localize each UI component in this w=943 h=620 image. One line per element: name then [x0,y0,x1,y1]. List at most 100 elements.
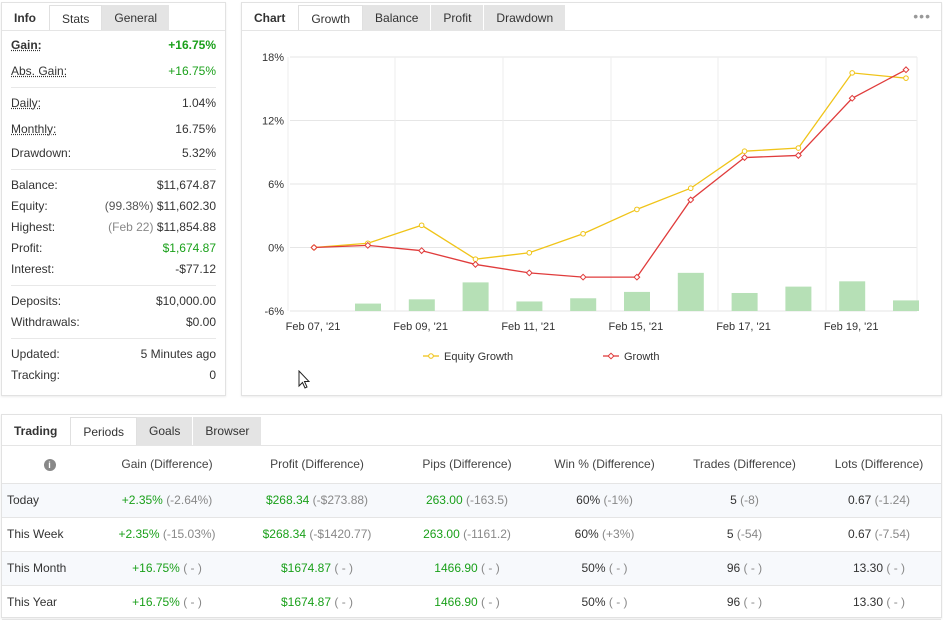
lots-difference: ( - ) [886,595,906,609]
x-tick-label: Feb 19, '21 [824,321,879,333]
stat-label[interactable]: Daily: [11,96,42,110]
volume-bar [893,300,919,311]
trades-value: 96 [726,595,741,609]
legend-equity-label: Equity Growth [444,351,513,363]
growth-point [633,273,641,281]
stat-label[interactable]: Abs. Gain: [11,64,68,78]
stats-tabs: Info Stats General [2,3,225,31]
stat-label: Balance: [11,178,58,192]
win-cell: 50% ( - ) [537,585,672,620]
stat-value: $0.00 [185,315,216,329]
period-label: This Month [2,551,97,586]
profit-cell: $1674.87 ( - ) [237,585,397,620]
tab-stats[interactable]: Stats [49,5,103,30]
legend-equity-marker [428,353,434,359]
gain-value: +16.75% [132,561,180,575]
x-tick-label: Feb 09, '21 [393,321,448,333]
growth-point [364,241,372,249]
volume-bar [462,282,489,311]
lots-value: 0.67 [847,527,872,541]
stat-abs-gain: Abs. Gain: +16.75% [2,61,225,82]
stat-value: $11,602.30 [156,199,216,213]
lots-value: 13.30 [852,561,884,575]
lots-cell: 13.30 ( - ) [817,551,941,586]
stat-label: Highest: [11,220,56,234]
tab-info[interactable]: Info [2,5,49,30]
stat-updated: Updated: 5 Minutes ago [2,344,225,365]
tab-balance[interactable]: Balance [363,5,432,30]
table-header-row: i Gain (Difference) Profit (Difference) … [2,446,941,484]
equity-growth-point [849,70,855,76]
tab-chart[interactable]: Chart [242,5,299,30]
win-value: 60% [576,493,601,507]
profit-value: $268.34 [265,493,310,507]
profit-difference: (-$273.88) [312,493,369,507]
lots-value: 13.30 [852,595,884,609]
growth-point [525,269,533,277]
tab-periods[interactable]: Periods [70,417,138,445]
win-cell: 60% (+3%) [537,517,672,552]
mouse-cursor-icon [298,369,311,393]
trading-panel: Trading Periods Goals Browser i Gain (Di… [1,414,942,620]
divider [11,169,216,170]
profit-value: $1674.87 [280,595,332,609]
lots-value: 0.67 [847,493,872,507]
profit-cell: $268.34 (-$273.88) [237,483,397,518]
tab-trading[interactable]: Trading [2,417,71,445]
equity-growth-point [741,148,748,154]
info-icon[interactable]: i [43,459,56,472]
stat-value: 0 [209,368,216,382]
stat-label[interactable]: Monthly: [11,122,57,136]
trading-tabs: Trading Periods Goals Browser [2,415,941,446]
pips-value: 263.00 [425,493,463,507]
divider [11,87,216,88]
lots-cell: 0.67 (-7.54) [817,517,941,552]
tab-profit[interactable]: Profit [431,5,485,30]
stat-value: $1,674.87 [162,241,216,255]
more-dots-icon[interactable]: ••• [913,8,931,24]
stat-daily: Daily: 1.04% [2,93,225,114]
tab-goals[interactable]: Goals [137,417,194,445]
stat-value: 16.75% [175,122,216,136]
growth-point [687,196,695,204]
win-difference: ( - ) [608,595,628,609]
profit-value: $268.34 [262,527,306,541]
header-win: Win % (Difference) [537,446,672,484]
volume-bar [624,291,650,311]
stat-gain: Gain: +16.75% [2,35,225,56]
tab-general[interactable]: General [102,5,171,30]
stat-label[interactable]: Gain: [11,38,42,52]
tab-growth[interactable]: Growth [298,5,364,30]
volume-bar [839,281,866,311]
stat-value: 5 Minutes ago [140,347,216,361]
x-tick-label: Feb 07, '21 [286,321,341,333]
growth-point [310,243,318,252]
stat-monthly: Monthly: 16.75% [2,119,225,140]
x-tick-label: Feb 15, '21 [609,321,664,333]
stat-highest: Highest: (Feb 22) $11,854.88 [2,217,225,238]
growth-point [902,66,910,74]
stat-note: (Feb 22) [108,220,154,234]
win-cell: 50% ( - ) [537,551,672,586]
equity-growth-point [795,145,802,151]
table-row: Today +2.35% (-2.64%) $268.34 (-$273.88) 26… [2,483,941,518]
profit-difference: ( - ) [334,595,354,609]
pips-value: 1466.90 [434,561,478,575]
stat-withdrawals: Withdrawals: $0.00 [2,312,225,333]
header-profit: Profit (Difference) [237,446,397,484]
stat-tracking: Tracking: 0 [2,365,225,386]
pips-value: 263.00 [423,527,460,541]
tab-drawdown[interactable]: Drawdown [484,5,567,30]
divider [11,338,216,339]
trades-value: 5 [730,493,737,507]
win-value: 50% [581,561,606,575]
stat-interest: Interest: -$77.12 [2,259,225,280]
stat-note: (99.38%) [104,199,154,213]
growth-point [579,273,587,281]
trades-difference: (-8) [740,493,759,507]
trades-difference: ( - ) [743,595,763,609]
tab-browser[interactable]: Browser [193,417,263,445]
equity-growth-point [472,256,479,262]
gain-difference: (-2.64%) [166,493,213,507]
trades-value: 5 [726,527,734,541]
